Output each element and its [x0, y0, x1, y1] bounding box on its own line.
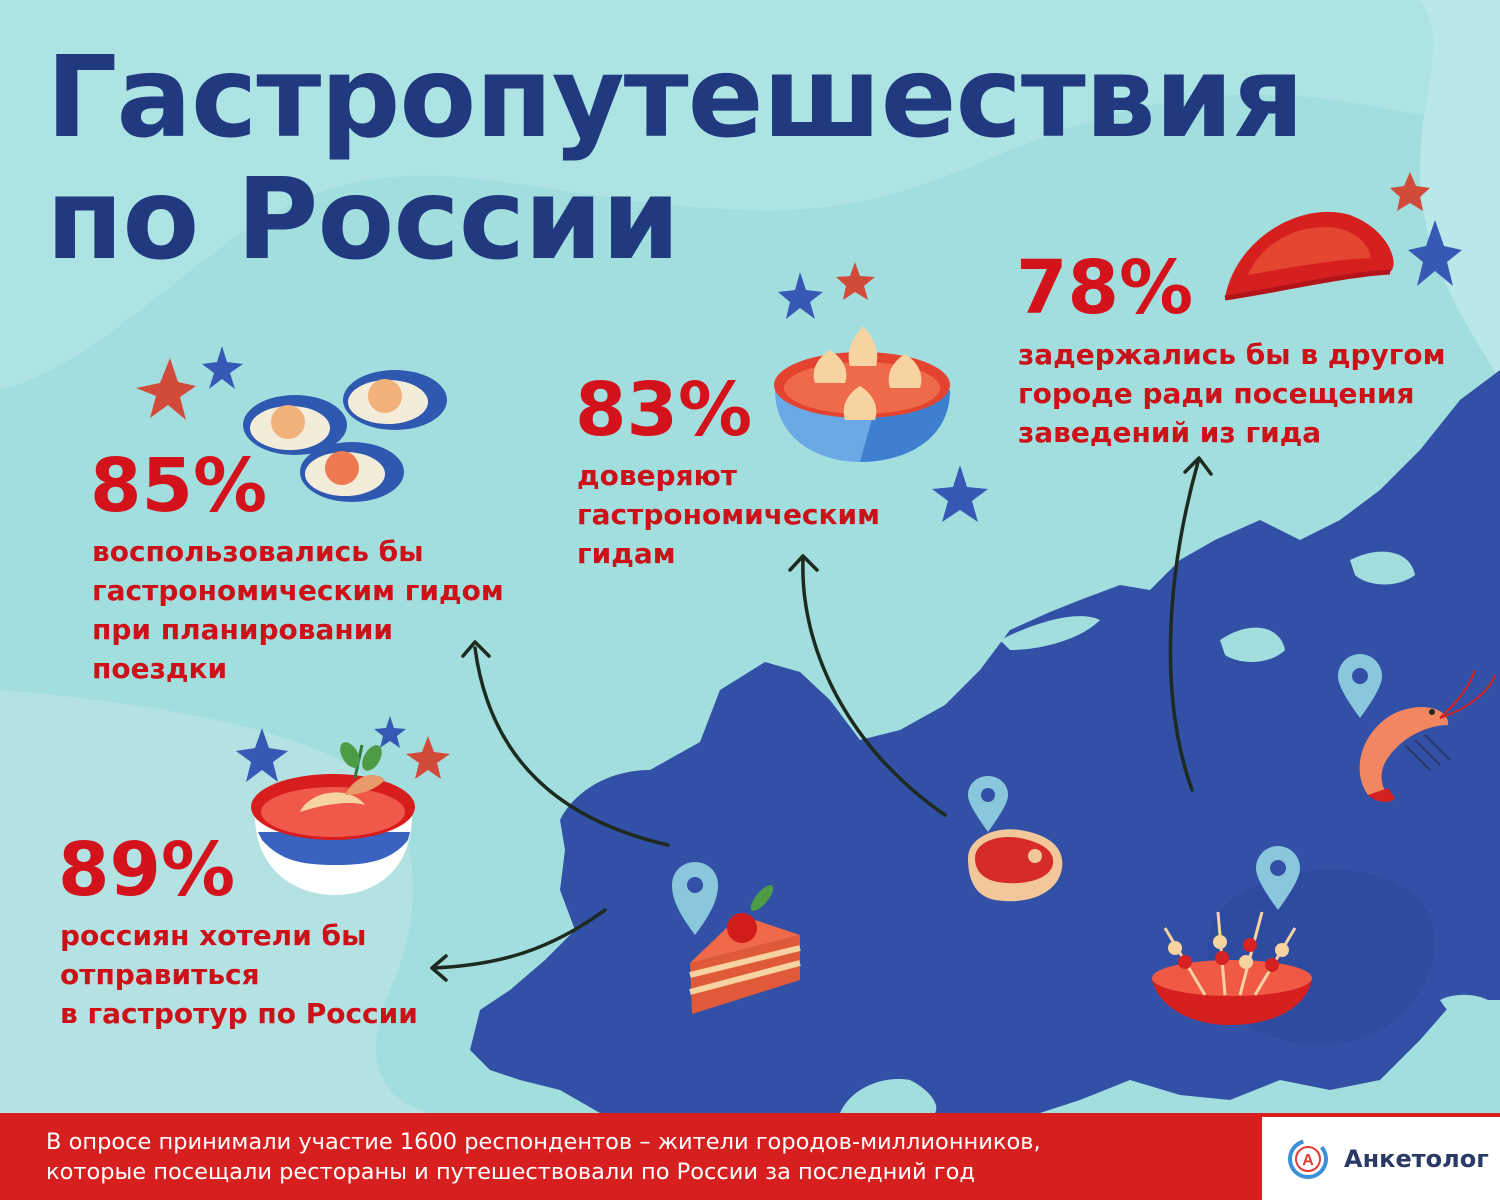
star-icon	[1408, 220, 1462, 286]
stat-89-value: 89%	[58, 827, 236, 913]
stat-78-line: городе ради посещения	[1018, 377, 1415, 410]
survey-note-line: которые посещали рестораны и путешествов…	[46, 1159, 975, 1185]
stat-89-line: в гастротур по России	[60, 997, 418, 1030]
stat-85-line: гастрономическим гидом	[92, 574, 504, 607]
location-pin-icon	[1338, 654, 1382, 718]
stat-89-line: отправиться	[60, 958, 260, 991]
stat-89-description: россиян хотели бы отправиться в гастроту…	[60, 916, 418, 1033]
stat-78-description: задержались бы в другом городе ради посе…	[1018, 335, 1446, 452]
stat-83-line: гастрономическим	[577, 498, 881, 531]
stat-83-line: доверяют	[577, 459, 738, 492]
background-wave	[1420, 0, 1500, 380]
stat-83-value: 83%	[575, 367, 753, 453]
stat-85-value: 85%	[90, 443, 268, 529]
footer-bar: В опросе принимали участие 1600 респонде…	[0, 1113, 1500, 1200]
arrow-icon	[801, 558, 947, 817]
location-pin-icon	[968, 776, 1008, 832]
stat-89-line: россиян хотели бы	[60, 919, 367, 952]
location-pin-icon	[1256, 846, 1300, 910]
survey-note: В опросе принимали участие 1600 респонде…	[46, 1127, 1196, 1187]
brand-logo[interactable]: A Анкетолог	[1262, 1117, 1500, 1200]
brand-name: Анкетолог	[1344, 1145, 1489, 1173]
oysters-icon	[243, 370, 447, 502]
star-icon	[778, 272, 823, 319]
arrow-icon	[473, 646, 670, 847]
skewers-icon	[1152, 911, 1312, 1025]
star-icon	[202, 346, 243, 389]
arrow-icon	[461, 640, 491, 658]
stat-85-line: воспользовались бы	[92, 535, 424, 568]
star-icon	[236, 728, 288, 782]
arrow-icon	[430, 954, 448, 982]
stat-85-line: при планировании	[92, 613, 393, 646]
star-icon	[406, 736, 450, 779]
star-icon	[932, 465, 988, 522]
star-icon	[374, 716, 406, 748]
arrow-icon	[1168, 460, 1200, 792]
title-line-2: по России	[46, 155, 680, 285]
dumplings-icon	[774, 326, 950, 462]
star-icon	[136, 358, 196, 420]
arrow-icon	[431, 908, 607, 970]
arrow-icon	[788, 554, 819, 572]
pastry-icon	[1224, 211, 1394, 301]
star-icon	[836, 262, 875, 300]
title-line-1: Гастропутешествия	[46, 33, 1304, 163]
logo-letter: A	[1302, 1152, 1314, 1169]
survey-note-line: В опросе принимали участие 1600 респонде…	[46, 1129, 1041, 1155]
shrimp-icon	[1359, 669, 1496, 802]
stat-85-description: воспользовались бы гастрономическим гидо…	[92, 532, 504, 688]
cake-icon	[689, 885, 801, 1014]
background-wave	[0, 0, 1500, 390]
soup-bowl-icon	[251, 742, 415, 895]
stat-83-description: доверяют гастрономическим гидам	[577, 456, 880, 573]
stat-78-line: задержались бы в другом	[1018, 338, 1446, 371]
stat-83-line: гидам	[577, 537, 676, 570]
location-pin-icon	[672, 862, 718, 935]
steak-icon	[968, 829, 1063, 902]
arrow-icon	[1183, 456, 1213, 476]
stat-78-value: 78%	[1016, 245, 1194, 331]
star-icon	[1390, 172, 1430, 211]
anketolog-logo-icon: A	[1288, 1139, 1328, 1179]
stat-85-line: поездки	[92, 652, 228, 685]
stat-78-line: заведений из гида	[1018, 416, 1322, 449]
